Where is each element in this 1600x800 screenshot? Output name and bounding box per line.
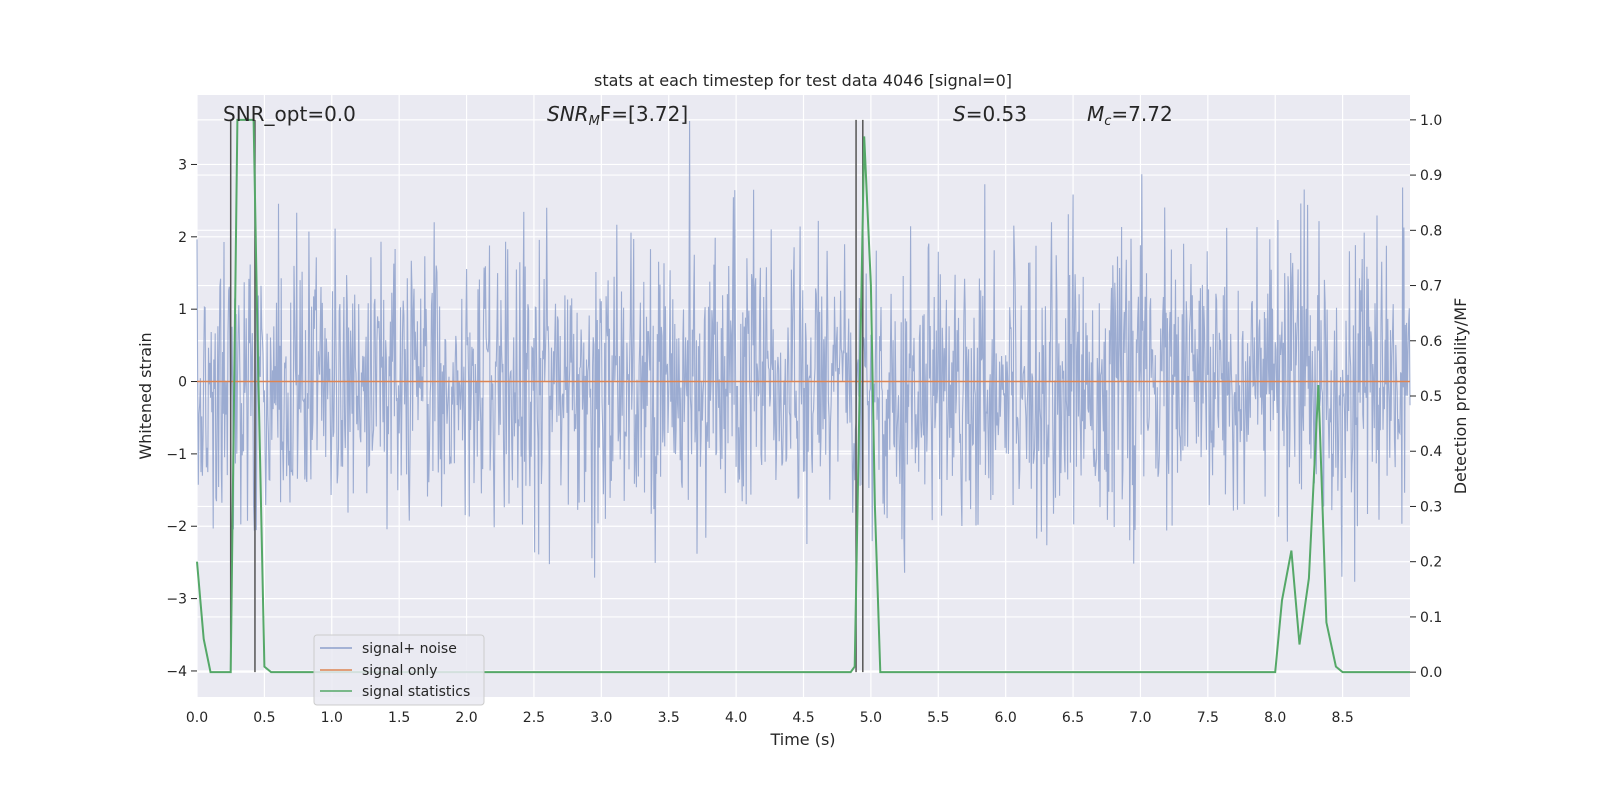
annotation-snr-mf-rest: F=[3.72] — [600, 102, 688, 126]
y-tick-label: 3 — [178, 157, 187, 173]
annotation-snr-opt: SNR_opt=0.0 — [223, 102, 356, 126]
y-right-tick-label: 0.1 — [1420, 610, 1442, 626]
annotation-snr-mf: SNRMF=[3.72] — [547, 102, 688, 129]
x-tick-label: 7.5 — [1197, 710, 1219, 726]
x-tick-label: 2.0 — [455, 710, 477, 726]
signal-statistics-line — [196, 118, 1410, 674]
tick-labels: 0.0 0.5 1.0 1.5 2.0 2.5 3.0 3.5 4.0 4.5 5.0 5.5 6.0 6… — [166, 113, 1442, 726]
y-axis-right-label: Detection probability/MF — [1451, 298, 1470, 495]
y-right-tick-label: 1.0 — [1420, 113, 1442, 129]
legend: signal+ noise signal only signal statist… — [313, 634, 485, 706]
noise-series — [196, 120, 1411, 582]
y-right-tick-label: 0.7 — [1420, 279, 1442, 295]
y-right-tick-label: 0.3 — [1420, 499, 1442, 515]
y-right-tick-label: 0.5 — [1420, 389, 1442, 405]
y-right-tick-label: 0.0 — [1420, 665, 1442, 681]
chart-title: stats at each timestep for test data 404… — [594, 71, 1012, 90]
annotation-mc-rest: =7.72 — [1111, 102, 1172, 126]
y-tick-label: −1 — [166, 447, 187, 463]
legend-label-noise: signal+ noise — [362, 641, 457, 657]
x-tick-label: 4.5 — [792, 710, 814, 726]
x-tick-label: 3.5 — [658, 710, 680, 726]
y-axis-label: Whitened strain — [136, 332, 155, 459]
annotation-snr-mf-sub: M — [589, 114, 600, 129]
x-tick-label: 7.0 — [1129, 710, 1151, 726]
y-right-tick-label: 0.9 — [1420, 168, 1442, 184]
legend-label-signal-only: signal only — [362, 663, 437, 679]
x-tick-label: 8.0 — [1264, 710, 1286, 726]
x-tick-label: 6.0 — [995, 710, 1017, 726]
x-tick-label: 4.0 — [725, 710, 747, 726]
y-tick-label: −3 — [166, 592, 187, 608]
annotation-snr-mf-label: SNR — [547, 102, 589, 126]
y-tick-label: 0 — [178, 375, 187, 391]
x-tick-label: 5.0 — [860, 710, 882, 726]
y-tick-label: −2 — [166, 519, 187, 535]
y-right-tick-label: 0.4 — [1420, 444, 1442, 460]
x-tick-label: 0.0 — [186, 710, 208, 726]
annotation-mc-sub: c — [1104, 114, 1111, 129]
y-tick-label: 1 — [178, 302, 187, 318]
x-tick-label: 0.5 — [253, 710, 275, 726]
annotation-s-rest: =0.53 — [966, 102, 1027, 126]
annotation-mc-label: M — [1087, 102, 1104, 126]
annotation-s-label: S — [953, 102, 966, 126]
y-tick-label: 2 — [178, 230, 187, 246]
x-tick-label: 6.5 — [1062, 710, 1084, 726]
x-tick-label: 1.5 — [388, 710, 410, 726]
noise-line — [196, 120, 1411, 582]
x-tick-label: 5.5 — [927, 710, 949, 726]
y-right-tick-label: 0.6 — [1420, 334, 1442, 350]
x-tick-label: 1.0 — [321, 710, 343, 726]
y-right-tick-label: 0.8 — [1420, 223, 1442, 239]
legend-box — [313, 634, 485, 706]
y-tick-label: −4 — [166, 664, 187, 680]
x-tick-label: 2.5 — [523, 710, 545, 726]
x-tick-label: 3.0 — [590, 710, 612, 726]
annotation-s: S=0.53 — [953, 102, 1027, 126]
x-axis-label: Time (s) — [769, 730, 835, 749]
legend-label-statistics: signal statistics — [362, 684, 470, 700]
annotation-mc: Mc=7.72 — [1087, 102, 1173, 129]
y-right-tick-label: 0.2 — [1420, 555, 1442, 571]
x-tick-label: 8.5 — [1331, 710, 1353, 726]
